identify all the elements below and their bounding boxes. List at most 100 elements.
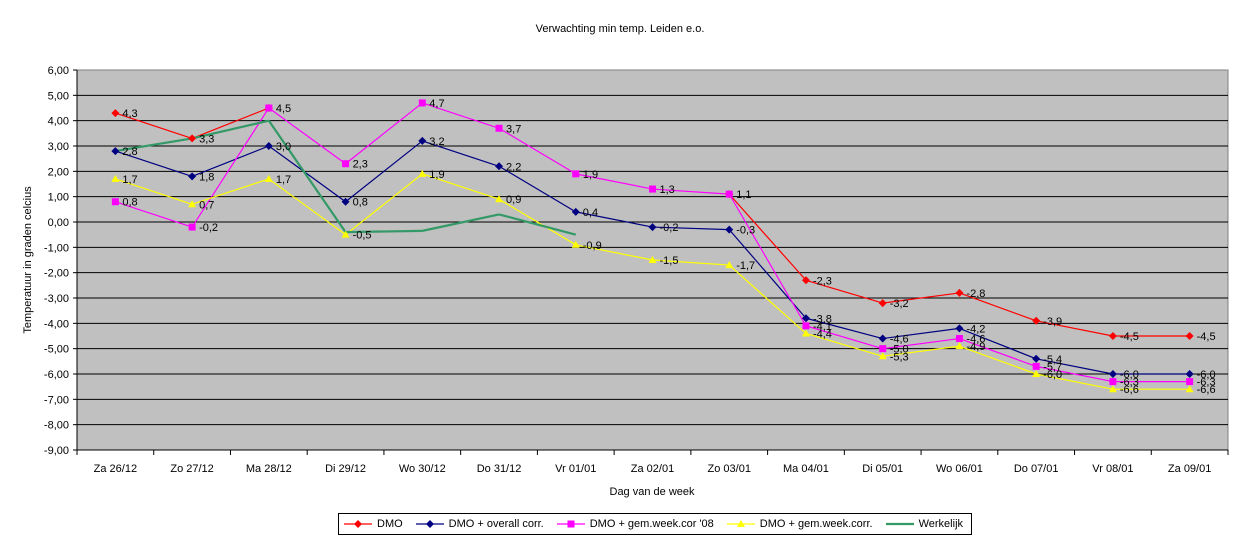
series-line-segment [728, 193, 807, 281]
data-label: -4,9 [966, 341, 985, 353]
data-point-marker [111, 109, 120, 118]
data-point-marker [188, 134, 197, 143]
data-label: -4,6 [966, 334, 985, 346]
data-label: 1,3 [660, 184, 675, 196]
series-line-segment [959, 337, 1037, 367]
data-label: -1,7 [736, 260, 755, 272]
legend-label: Werkelijk [918, 518, 964, 530]
series-dmo-overall-corr [115, 140, 1190, 375]
data-label: 1,7 [276, 174, 291, 186]
data-point-marker [111, 198, 119, 206]
series-markers [111, 99, 1194, 393]
y-tick-label: -5,00 [44, 344, 69, 356]
data-label: 0,7 [199, 199, 214, 211]
data-label: -0,9 [583, 240, 602, 252]
data-point-marker [418, 136, 427, 145]
y-tick-label: -4,00 [44, 318, 69, 330]
series-line-segment [882, 327, 960, 340]
series-line-segment [1036, 365, 1114, 383]
series-line-segment [115, 178, 193, 205]
data-point-marker [265, 104, 273, 112]
data-label: 0,8 [122, 197, 137, 209]
series-line-segment [1036, 373, 1114, 390]
data-label: -3,2 [890, 298, 909, 310]
series-line-segment [805, 325, 883, 350]
data-point-marker [418, 169, 427, 177]
legend-swatch [726, 520, 755, 527]
y-tick-label: -6,00 [44, 369, 69, 381]
x-tick-label: Do 31/12 [477, 463, 522, 475]
data-point-marker [801, 276, 810, 285]
data-point-marker [1032, 362, 1040, 370]
y-tick-label: -3,00 [44, 293, 69, 305]
data-point-marker [571, 207, 580, 216]
x-tick-label: Vr 08/01 [1092, 463, 1133, 475]
data-label: -4,1 [813, 321, 832, 333]
data-label: 0,8 [353, 197, 368, 209]
series-line-segment [268, 107, 346, 165]
series-line-segment [959, 292, 1037, 322]
data-label: 4,3 [122, 108, 137, 120]
x-tick-label: Ma 04/01 [783, 463, 829, 475]
data-point-marker [725, 225, 734, 234]
data-point-marker [955, 324, 964, 333]
data-label: -0,5 [353, 230, 372, 242]
y-tick-label: 3,00 [48, 141, 69, 153]
data-point-marker [1109, 378, 1117, 386]
data-point-marker [1032, 354, 1041, 363]
data-point-marker [1185, 385, 1194, 393]
series-line-segment [1036, 320, 1114, 337]
series-line-segment [652, 226, 730, 231]
legend-swatch-marker [736, 520, 745, 527]
series-line-segment [575, 244, 653, 261]
data-labels: 4,3 3,3 4,5 1,1 -2,3 -3,2 -2,8 -3,9 -4,5 -4,5 2,8 1… [122, 98, 1215, 396]
x-tick-label: Za 09/01 [1168, 463, 1211, 475]
data-label: 2,2 [506, 161, 521, 173]
data-label: -4,5 [1120, 331, 1139, 343]
y-tick-label: -8,00 [44, 420, 69, 432]
data-point-marker [1186, 378, 1194, 386]
series-line-segment [959, 327, 1037, 360]
x-tick-label: Do 07/01 [1014, 463, 1059, 475]
data-point-marker [801, 314, 810, 323]
legend-swatch-marker [425, 520, 434, 528]
data-label: -6,0 [1043, 369, 1062, 381]
data-label: 0,4 [583, 207, 598, 219]
data-point-marker [1185, 332, 1194, 340]
legend: DMO DMO + overall corr. DMO + gem.week.cor… [338, 513, 973, 535]
y-tick-label: -7,00 [44, 394, 69, 406]
data-label: -5,3 [890, 351, 909, 363]
data-label: 3,7 [506, 123, 521, 135]
data-point-marker [955, 335, 963, 343]
data-point-marker [341, 230, 350, 238]
data-label: -3,9 [1043, 316, 1062, 328]
data-point-marker [495, 195, 504, 203]
y-tick-label: 2,00 [48, 166, 69, 178]
data-label: -0,2 [199, 222, 218, 234]
legend-item: DMO [343, 518, 403, 530]
series-line-segment [652, 259, 730, 266]
legend-item: Werkelijk [885, 518, 963, 530]
series-line-segment [728, 264, 807, 334]
y-axis-tick-labels: -9,00 -8,00 -7,00 -6,00 -5,00 -4,00 -3,00 -2,00… [44, 65, 1228, 457]
legend-swatch-marker [354, 520, 362, 528]
data-point-marker [1108, 332, 1117, 340]
data-point-marker [264, 174, 273, 182]
series-line-segment [191, 107, 270, 139]
series-line-segment [422, 140, 500, 167]
data-label: 1,1 [736, 189, 751, 201]
series-line-segment [345, 102, 423, 165]
x-tick-label: Zo 03/01 [708, 463, 751, 475]
series-line-segment [882, 292, 960, 304]
data-point-marker [572, 170, 580, 178]
data-label: -4,4 [813, 328, 832, 340]
x-tick-label: Wo 06/01 [936, 463, 983, 475]
data-point-marker [648, 256, 657, 263]
x-tick-label: Ma 28/12 [246, 463, 292, 475]
data-label: 1,9 [583, 169, 598, 181]
data-label: 1,8 [199, 171, 214, 183]
data-point-marker [111, 174, 120, 182]
series-line-segment [345, 140, 423, 203]
data-label: -0,3 [736, 225, 755, 237]
